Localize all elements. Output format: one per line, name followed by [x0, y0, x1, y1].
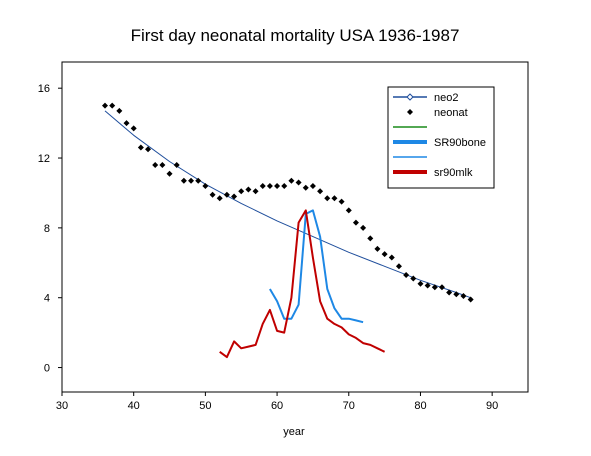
data-point [374, 245, 381, 252]
data-point [395, 263, 402, 270]
series-points-neonat [102, 102, 474, 303]
x-axis: 30 40 50 60 70 80 90 [56, 392, 498, 412]
data-point [195, 177, 202, 184]
data-point [338, 198, 345, 205]
series-layer [102, 102, 474, 359]
data-point [381, 251, 388, 258]
data-point [166, 170, 173, 177]
data-point [446, 289, 453, 296]
x-tick-label: 60 [271, 400, 283, 412]
data-point [467, 296, 474, 303]
data-point [180, 177, 187, 184]
x-tick-label: 70 [343, 400, 355, 412]
y-tick-label: 4 [44, 293, 50, 305]
y-tick-label: 8 [44, 223, 50, 235]
series-line-sr90bone [269, 209, 364, 324]
data-point [281, 182, 288, 189]
y-axis: 0 4 8 12 16 [38, 83, 62, 375]
y-tick-label: 16 [38, 83, 50, 95]
x-tick-label: 40 [128, 400, 140, 412]
data-point [460, 292, 467, 299]
data-point [259, 182, 266, 189]
data-point [352, 219, 359, 226]
data-point [152, 162, 159, 169]
data-point [388, 254, 395, 261]
y-tick-label: 12 [38, 153, 50, 165]
legend-item: sr90mlk [393, 167, 473, 179]
data-point [367, 235, 374, 242]
data-point [116, 107, 123, 114]
chart-title: First day neonatal mortality USA 1936-19… [131, 26, 460, 45]
data-point [159, 162, 166, 169]
legend-label: neo2 [434, 92, 458, 104]
legend-item: SR90bone [393, 137, 486, 149]
legend: neo2 neonat SR90bone sr90mlk [387, 86, 495, 189]
data-point [231, 193, 238, 200]
data-point [173, 162, 180, 169]
x-tick-label: 80 [414, 400, 426, 412]
plot-frame [61, 61, 529, 393]
x-tick-label: 90 [486, 400, 498, 412]
y-tick-label: 0 [44, 363, 50, 375]
series-line-sr90mlk [219, 209, 386, 359]
data-point [266, 182, 273, 189]
legend-label: sr90mlk [434, 167, 473, 179]
data-point [288, 177, 295, 184]
legend-item: neo2 [393, 92, 458, 104]
data-point [345, 207, 352, 214]
data-point [223, 191, 230, 198]
data-point [410, 275, 417, 282]
data-point [216, 195, 223, 202]
data-point [309, 182, 316, 189]
data-point [331, 195, 338, 202]
data-point [403, 272, 410, 279]
data-point [202, 182, 209, 189]
data-point [123, 120, 130, 127]
data-point [431, 284, 438, 291]
data-point [109, 102, 116, 109]
data-point [417, 280, 424, 287]
x-axis-label: year [283, 426, 305, 438]
legend-marker [407, 109, 413, 115]
data-point [238, 188, 245, 195]
data-point [302, 184, 309, 191]
data-point [245, 186, 252, 193]
data-point [188, 177, 195, 184]
data-point [102, 102, 109, 109]
x-tick-label: 50 [199, 400, 211, 412]
data-point [317, 188, 324, 195]
data-point [324, 195, 331, 202]
x-tick-label: 30 [56, 400, 68, 412]
data-point [295, 179, 302, 186]
series-line-neo2 [104, 110, 471, 299]
legend-item: neonat [407, 107, 468, 119]
legend-marker [406, 93, 414, 101]
data-point [252, 188, 259, 195]
data-point [360, 224, 367, 231]
data-point [137, 144, 144, 151]
data-point [424, 282, 431, 289]
data-point [209, 191, 216, 198]
data-point [274, 182, 281, 189]
data-point [130, 125, 137, 132]
data-point [453, 291, 460, 298]
legend-label: neonat [434, 107, 468, 119]
data-point [438, 284, 445, 291]
legend-label: SR90bone [434, 137, 486, 149]
data-point [145, 146, 152, 153]
